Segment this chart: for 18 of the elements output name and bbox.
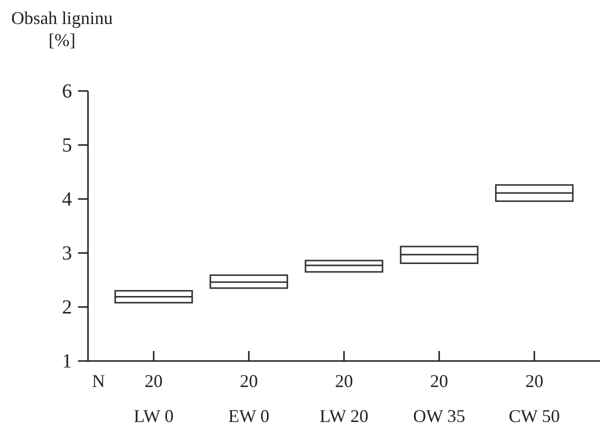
text: 20 [430, 371, 448, 391]
x-tick-label: EW 0 [228, 406, 270, 426]
y-tick-label: 6 [62, 80, 72, 102]
text: N [92, 371, 105, 391]
y-tick-label: 4 [62, 188, 72, 210]
x-tick-label: OW 35 [413, 406, 466, 426]
x-tick-label: CW 50 [508, 406, 560, 426]
x-tick-label: LW 0 [134, 406, 174, 426]
text: 20 [335, 371, 353, 391]
text: 20 [144, 371, 163, 391]
y-axis-title: Obsah ligninu [%] [11, 8, 113, 50]
text: 20 [240, 371, 258, 391]
y-tick-label: 1 [62, 350, 72, 372]
y-tick-label: 5 [62, 134, 72, 156]
y-tick-label: 3 [62, 242, 72, 264]
x-tick-label: LW 20 [320, 406, 368, 426]
y-tick-label: 2 [62, 296, 72, 318]
text: 20 [525, 371, 544, 391]
